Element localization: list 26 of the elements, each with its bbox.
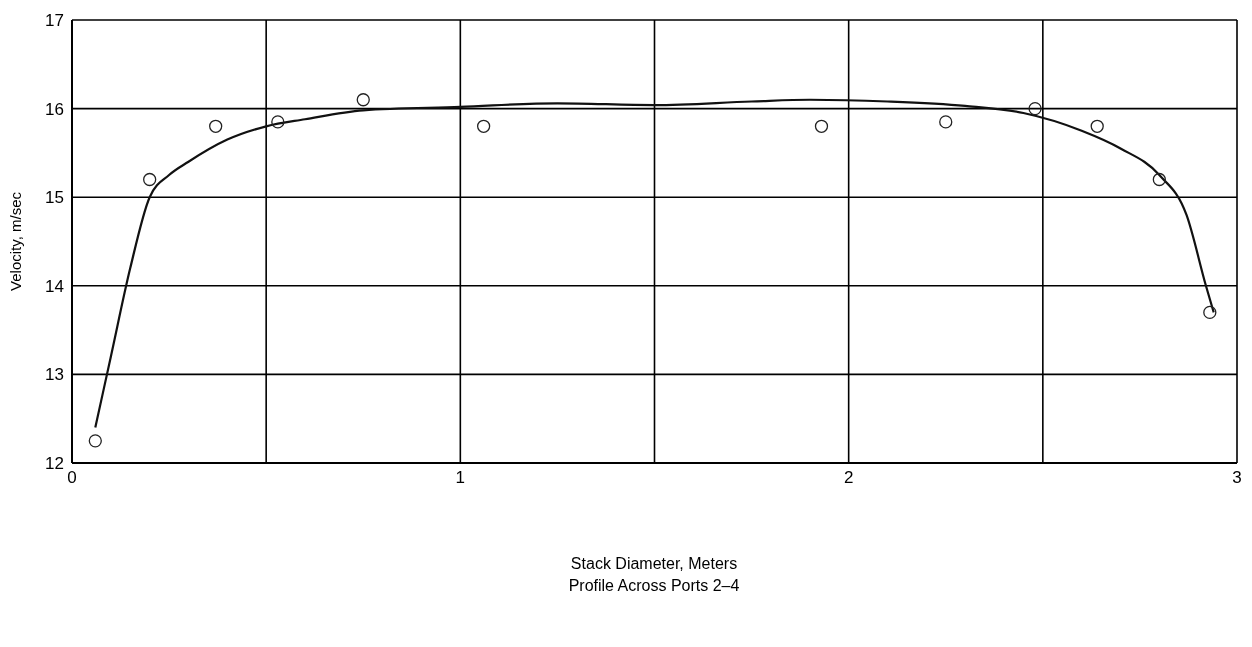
point bbox=[143, 172, 157, 187]
point bbox=[814, 119, 829, 133]
point bbox=[209, 119, 223, 133]
point bbox=[476, 119, 491, 133]
point bbox=[1090, 119, 1104, 133]
y-tick-label: 13 bbox=[45, 365, 64, 385]
line-series bbox=[94, 98, 1215, 429]
x-tick-label: 2 bbox=[843, 468, 854, 488]
point bbox=[939, 115, 953, 129]
text: Profile Across Ports 2–4 bbox=[567, 576, 741, 596]
x-tick-label: 1 bbox=[455, 468, 466, 488]
y-tick-label: 16 bbox=[45, 99, 64, 119]
x-tick-label: 0 bbox=[67, 468, 77, 488]
point bbox=[88, 434, 102, 448]
y-tick-label: 14 bbox=[45, 276, 64, 296]
point bbox=[356, 93, 370, 107]
x-tick-label: 3 bbox=[1232, 468, 1242, 488]
point bbox=[1028, 101, 1042, 116]
x-axis-title: Stack Diameter, Meters bbox=[569, 554, 739, 574]
y-tick-label: 12 bbox=[45, 454, 64, 474]
point bbox=[1152, 172, 1166, 187]
y-tick-label: 15 bbox=[45, 188, 64, 208]
y-tick-label: 17 bbox=[45, 11, 64, 31]
point bbox=[1203, 305, 1217, 320]
y-axis-title: Velocity, m/sec bbox=[7, 191, 25, 291]
point bbox=[271, 115, 285, 129]
